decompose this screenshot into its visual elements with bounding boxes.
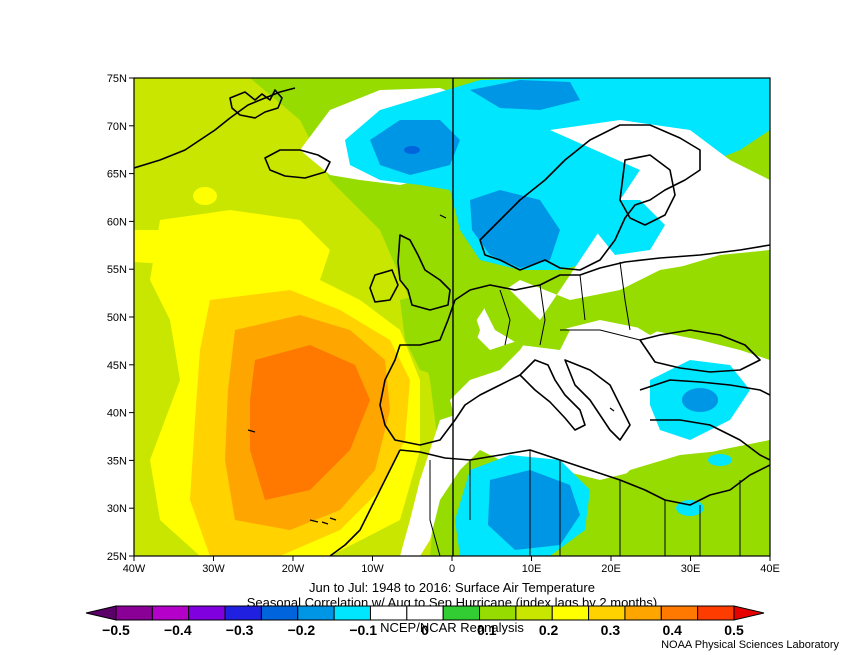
field-blue-scandinavia [470,190,560,268]
coast-west-africa [329,449,401,556]
colorbar-swatch [551,605,590,621]
field-green-iberia [400,290,480,380]
coast-balkans [564,359,631,441]
field-green-central-europe [480,285,570,350]
field-cyan-finland [595,200,665,255]
lat-label: 45N [107,360,127,372]
lon-label: 40E [760,563,780,575]
colorbar-swatch [369,605,408,621]
colorbar-label: 0.1 [477,622,497,638]
colorbar-swatch [260,605,299,621]
lat-label: 65N [107,169,127,181]
latitude-labels: 75N 70N 65N 60N 55N 50N 45N 40N 35N 30N … [107,73,127,563]
longitude-labels: 40W 30W 20W 10W 0 10E 20E 30E 40E [123,563,780,575]
colorbar-swatch [479,605,517,621]
colorbar-swatch [515,605,553,621]
field-green-eastern-europe [620,250,770,335]
colorbar-swatch [333,605,371,621]
coast-europe-bay [379,299,521,446]
colorbar-label: 0.3 [601,622,621,638]
coast-ireland [369,269,399,303]
coast-scandinavia [479,124,701,271]
colorbar-swatch [660,605,699,621]
correlation-map [134,78,770,556]
colorbar-swatch [297,605,335,621]
coast-britain [397,234,451,311]
colorbar-label: −0.2 [288,622,316,638]
colorbar-label: 0.5 [724,622,744,638]
field-blue-north [470,80,580,110]
colorbar-arrow-low [85,605,117,621]
lon-label: 30E [681,563,701,575]
field-darkblue-spot [404,146,420,154]
colorbar-label: 0.4 [662,622,682,638]
coast-finland [619,154,676,226]
colorbar [85,605,765,621]
colorbar-label: 0 [421,622,429,638]
colorbar-swatch [188,605,226,621]
lat-label: 70N [107,121,127,133]
lat-label: 35N [107,455,127,467]
coast-north-africa [399,449,770,506]
credit-text: NOAA Physical Sciences Laboratory [661,639,839,651]
field-white-southwest [400,410,500,556]
title-line1: Jun to Jul: 1948 to 2016: Surface Air Te… [309,580,595,595]
lat-label: 50N [107,312,127,324]
lon-label: 0 [449,563,455,575]
lon-label: 20W [282,563,305,575]
coast-iceland [264,149,331,179]
lon-label: 10W [361,563,384,575]
coast-levant [650,419,770,461]
field-cyan-spot [708,454,732,466]
field-yellow-northwest [134,230,200,265]
colorbar-swatch [624,605,662,621]
lat-label: 60N [107,216,127,228]
lat-label: 25N [107,551,127,563]
coast-turkey [639,379,770,396]
colorbar-label: −0.3 [226,622,254,638]
colorbar-swatch [224,605,262,621]
colorbar-arrow-high [733,605,765,621]
coastlines [134,87,770,556]
lat-label: 40N [107,408,127,420]
field-blue-turkey [682,388,718,412]
lon-label: 40W [123,563,146,575]
colorbar-label: −0.1 [349,622,377,638]
colorbar-swatch [442,605,481,621]
colorbar-label: −0.4 [164,622,192,638]
colorbar-swatch [115,605,153,621]
colorbar-label: −0.5 [102,622,130,638]
colorbar-swatch [697,605,735,621]
title-line3: NCEP/NCAR Reanalysis [380,620,524,635]
field-blue-south [488,470,580,550]
field-atlantic-darkorange [250,345,370,500]
field-yellow-pocket [193,187,217,205]
coast-italy [519,359,586,431]
colorbar-label: 0.2 [539,622,559,638]
lon-label: 30W [202,563,225,575]
lat-label: 55N [107,264,127,276]
lat-label: 75N [107,73,127,85]
field-green-southeast [590,440,770,556]
map-ticks [129,77,771,561]
border-lines [429,261,741,556]
lat-label: 30N [107,503,127,515]
coast-islands [247,214,615,525]
lon-label: 10E [522,563,542,575]
colorbar-swatch [151,605,190,621]
colorbar-swatch [406,605,444,621]
lon-label: 20E [601,563,621,575]
colorbar-swatch [588,605,626,621]
colorbar-labels: −0.5 −0.4 −0.3 −0.2 −0.1 0 0.1 0.2 0.3 0.4 0.5 [102,622,744,638]
coast-blacksea [639,329,761,373]
coast-greenland-fjords [229,89,283,119]
